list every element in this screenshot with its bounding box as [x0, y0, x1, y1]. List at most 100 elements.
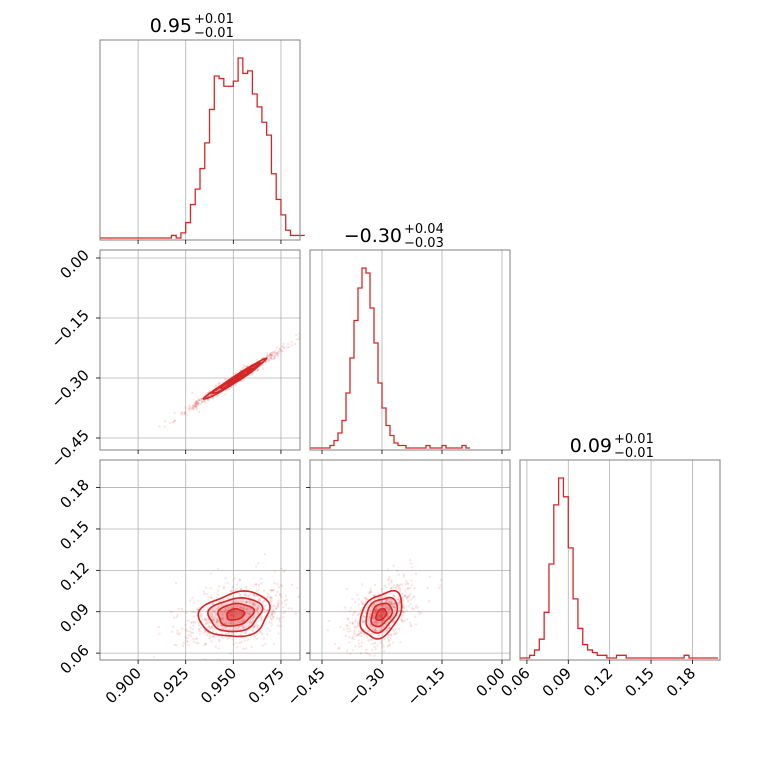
scatter-point: [408, 621, 412, 624]
scatter-point: [396, 598, 400, 602]
scatter-point: [251, 601, 255, 605]
scatter-point: [381, 588, 384, 591]
scatter-point: [227, 631, 230, 635]
scatter-point: [369, 589, 373, 593]
scatter-point: [190, 631, 193, 634]
scatter-point: [277, 601, 281, 605]
scatter-point: [387, 640, 391, 643]
scatter-point: [257, 583, 261, 587]
scatter-point: [369, 614, 372, 617]
scatter-point: [210, 396, 214, 400]
scatter-point: [278, 620, 282, 623]
scatter-point: [400, 619, 404, 622]
scatter-point: [414, 604, 418, 607]
scatter-point: [389, 601, 392, 604]
scatter-point: [209, 587, 213, 590]
scatter-point: [183, 412, 187, 415]
scatter-point: [372, 594, 375, 598]
scatter-point: [197, 397, 200, 401]
scatter-point: [302, 565, 304, 567]
scatter-point: [245, 594, 249, 597]
scatter-point: [222, 598, 226, 602]
scatter-point: [374, 622, 377, 625]
scatter-point: [247, 612, 250, 616]
scatter-point: [369, 609, 372, 612]
histogram-2-step-line: [520, 477, 718, 659]
scatter-point: [413, 586, 416, 590]
scatter-point: [369, 609, 373, 612]
scatter-point: [367, 592, 370, 595]
scatter-point: [177, 607, 180, 610]
scatter-point: [241, 600, 245, 603]
scatter-point: [220, 624, 223, 628]
scatter-point: [170, 611, 173, 614]
scatter-point: [260, 616, 264, 619]
scatter-point: [231, 631, 235, 635]
scatter-point: [257, 589, 260, 592]
scatter-point: [243, 639, 247, 642]
scatter-point: [418, 613, 421, 616]
scatter-point: [362, 615, 365, 618]
scatter-point: [397, 610, 401, 613]
scatter-point: [239, 600, 243, 603]
scatter-point: [269, 617, 273, 620]
scatter-point: [359, 631, 363, 634]
scatter-point: [398, 627, 401, 631]
scatter-point: [215, 617, 219, 620]
scatter-point: [375, 601, 378, 604]
scatter-point: [396, 585, 399, 588]
scatter-point: [384, 604, 387, 608]
scatter-point: [273, 353, 277, 357]
x-tick-label: 0.950: [197, 664, 240, 707]
scatter-point: [380, 639, 384, 642]
scatter-point: [265, 352, 269, 355]
scatter-point: [275, 346, 278, 349]
scatter-point: [267, 355, 270, 358]
scatter-point: [195, 405, 198, 408]
scatter-point: [369, 625, 372, 628]
scatter-point: [215, 620, 219, 624]
scatter-point: [234, 599, 238, 603]
scatter-point: [210, 596, 213, 599]
scatter-point: [173, 643, 176, 646]
scatter-point: [193, 404, 196, 407]
scatter-point: [276, 353, 279, 356]
scatter-point: [258, 597, 261, 600]
scatter-point: [390, 579, 393, 582]
scatter-point: [371, 605, 375, 608]
scatter-point: [269, 353, 272, 356]
scatter-point: [367, 652, 370, 656]
contour-level-2: [359, 589, 403, 640]
scatter-point: [356, 624, 360, 627]
scatter-point: [208, 389, 212, 393]
y-tick-label: −0.45: [48, 426, 93, 471]
scatter-point: [205, 592, 209, 596]
scatter-point: [273, 355, 276, 358]
scatter-point: [360, 641, 364, 644]
pair-1-2-plot-area: [326, 559, 443, 657]
scatter-point: [245, 601, 248, 604]
scatter-point: [353, 601, 357, 604]
scatter-point: [253, 604, 256, 607]
scatter-point: [402, 573, 406, 576]
scatter-point: [395, 616, 398, 619]
scatter-point: [409, 562, 413, 565]
scatter-point: [270, 599, 273, 602]
histogram-0-background: [100, 40, 300, 240]
x-tick-label: −0.45: [284, 664, 329, 709]
scatter-point: [208, 613, 212, 617]
scatter-point: [343, 606, 347, 609]
scatter-point: [215, 612, 218, 616]
scatter-point: [359, 600, 363, 603]
scatter-point: [392, 564, 395, 567]
scatter-point: [393, 607, 397, 610]
scatter-point: [294, 612, 297, 615]
scatter-point: [238, 593, 241, 596]
scatter-point: [254, 583, 258, 586]
scatter-point: [219, 623, 223, 627]
scatter-point: [375, 620, 378, 624]
scatter-point: [357, 598, 361, 601]
scatter-point: [356, 633, 359, 637]
scatter-point: [395, 583, 399, 587]
scatter-point: [236, 604, 240, 608]
